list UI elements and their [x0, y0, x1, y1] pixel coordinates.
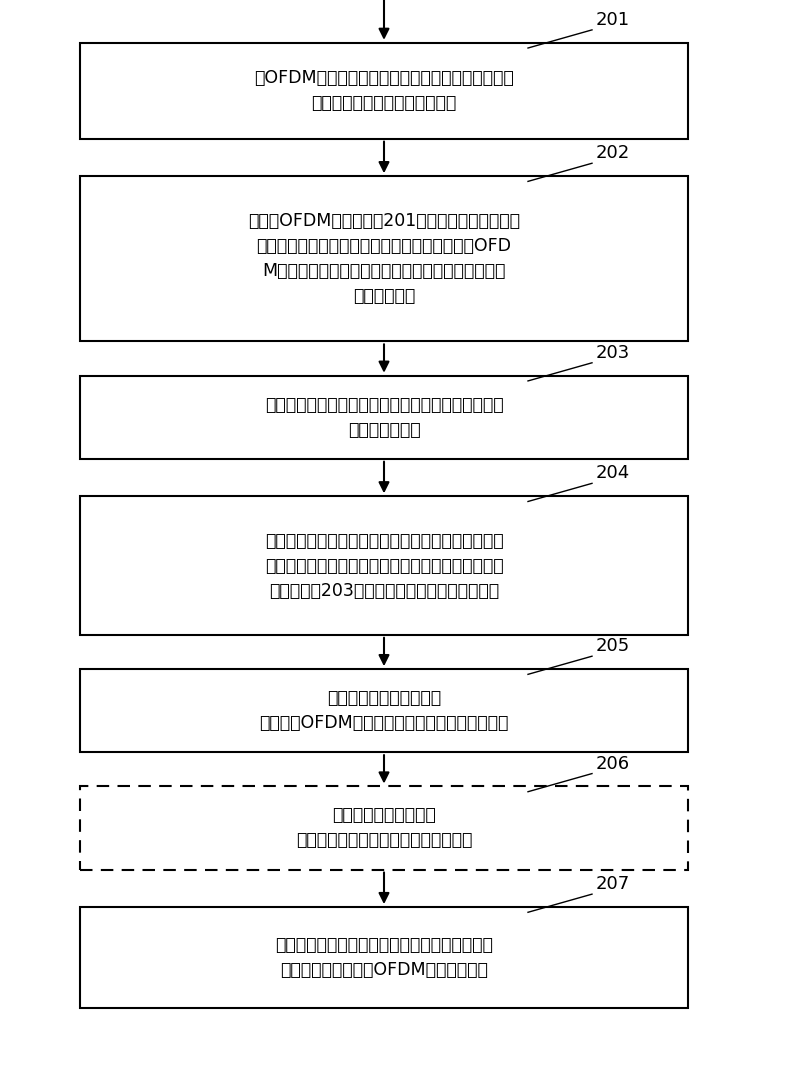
Bar [80, 786, 688, 870]
Text: 201: 201 [596, 11, 630, 29]
Text: 206: 206 [596, 754, 630, 773]
Text: 利用判决结果对传输质量高的信号数据的子信道的互
相关数据进行补偿，并利用已知的发送端导频互相关
数据对步骤203计算的导频互相关数据进行补偿: 利用判决结果对传输质量高的信号数据的子信道的互 相关数据进行补偿，并利用已知的发… [265, 531, 503, 600]
Text: 利用估计出的剩余频率载波偏移和采样时钟偏移
补偿下一个待估计的OFDM符号上的数据: 利用估计出的剩余频率载波偏移和采样时钟偏移 补偿下一个待估计的OFDM符号上的数… [275, 936, 493, 980]
Text: 202: 202 [596, 144, 630, 162]
Text: 203: 203 [596, 344, 630, 362]
Text: 利用补偿后的互相关数据
计算相邻OFDM符号中获取的子信道数据的相位差: 利用补偿后的互相关数据 计算相邻OFDM符号中获取的子信道数据的相位差 [259, 689, 509, 732]
Text: 207: 207 [596, 875, 630, 893]
Bar [80, 176, 688, 341]
Bar [80, 907, 688, 1008]
Text: 对当前OFDM符号由步骤201所选出的信号子信道上
的信号数据和导频子信道上的导频数据与其相邻OFD
M符号间相同位置上的信号数据和导频数据，分别进
行互相关计: 对当前OFDM符号由步骤201所选出的信号子信道上 的信号数据和导频子信道上的导… [248, 212, 520, 305]
Bar [80, 376, 688, 459]
Text: 204: 204 [596, 464, 630, 482]
Text: 在OFDM符号中，获取传输质量高的信号数据的子信
道，并挑选出所有的导频子信道: 在OFDM符号中，获取传输质量高的信号数据的子信 道，并挑选出所有的导频子信道 [254, 69, 514, 112]
Text: 205: 205 [596, 637, 630, 655]
Bar [80, 669, 688, 752]
Text: 利用计算出的相位差，
估计剩余载波频率偏移和采样时钟偏移: 利用计算出的相位差， 估计剩余载波频率偏移和采样时钟偏移 [296, 807, 472, 849]
Bar [80, 496, 688, 635]
Text: 对获取的传输质量高的信号数据的子信道上的互相关
数据进行硬判决: 对获取的传输质量高的信号数据的子信道上的互相关 数据进行硬判决 [265, 396, 503, 439]
Bar [80, 43, 688, 139]
